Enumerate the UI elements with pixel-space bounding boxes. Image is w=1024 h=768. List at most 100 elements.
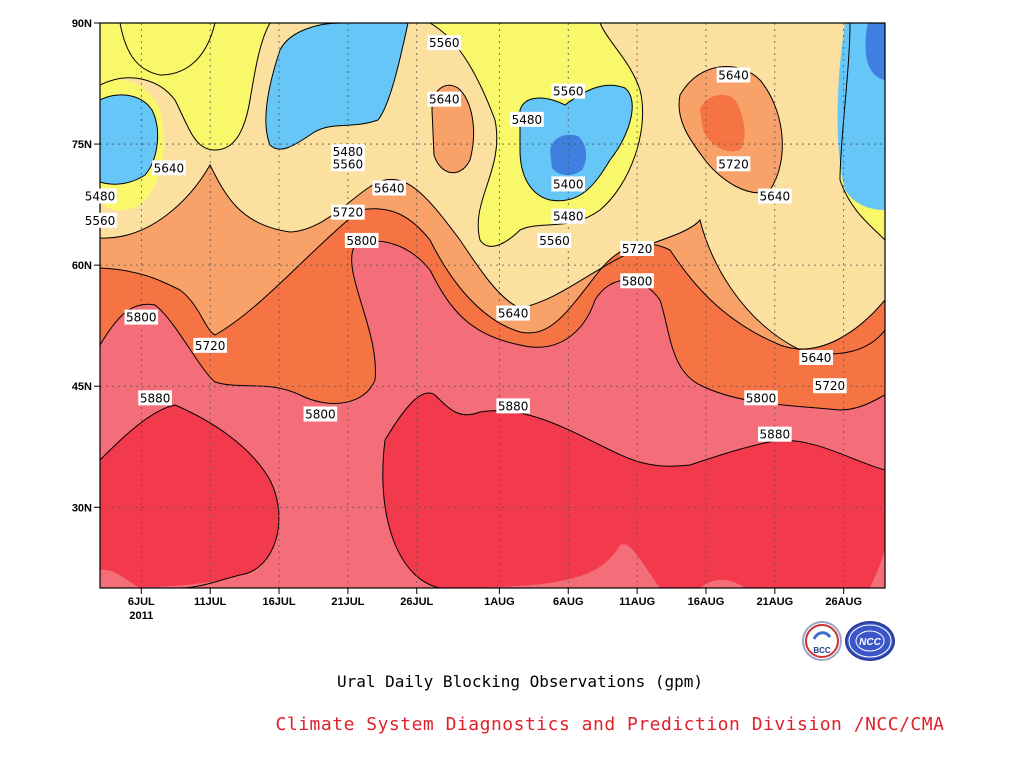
contour-label: 5720 bbox=[331, 204, 365, 220]
contour-label-text: 5640 bbox=[718, 68, 749, 82]
contour-label: 5640 bbox=[372, 180, 407, 196]
plot-frame bbox=[99, 22, 886, 589]
contour-label-text: 5560 bbox=[539, 234, 570, 248]
contour-label-bg bbox=[331, 204, 365, 220]
bcc-logo: BCC bbox=[802, 621, 842, 661]
band-5800-bottom-c bbox=[700, 579, 745, 588]
contour-label-text: 5400 bbox=[553, 177, 584, 191]
contour-label: 5560 bbox=[83, 212, 117, 228]
contour-label: 5560 bbox=[551, 83, 586, 99]
x-tick-label: 21AUG bbox=[756, 596, 793, 608]
contour-labels: 5560 5560 5640 5480 5640 5480 5640 5560 5720 5400… bbox=[83, 35, 847, 442]
contour-label-text: 5720 bbox=[622, 242, 653, 256]
contour-label-bg bbox=[799, 349, 833, 365]
x-tick-label: 6AUG bbox=[553, 596, 584, 608]
contour-label-text: 5560 bbox=[429, 36, 460, 50]
contour-label-bg bbox=[758, 426, 792, 442]
contour-label: 5480 bbox=[510, 111, 544, 127]
contour-label-bg bbox=[510, 111, 544, 127]
x-tick-label: 11AUG bbox=[619, 596, 655, 608]
y-tick-label: 45N bbox=[72, 381, 92, 393]
contour-label-bg bbox=[551, 176, 586, 192]
contour-label: 5800 bbox=[124, 309, 159, 325]
contour-label: 5480 bbox=[331, 144, 365, 160]
contour-label: 5720 bbox=[193, 337, 227, 353]
contour-label-bg bbox=[427, 91, 462, 107]
contour-label: 5640 bbox=[427, 91, 462, 107]
bcc-logo-graphic: BCC bbox=[805, 624, 839, 658]
band-5880 bbox=[100, 405, 279, 588]
band-5480 bbox=[100, 23, 885, 247]
chart-canvas: 90N 75N 60N 45N 30N 6JUL 11JUL 16JUL 21JUL 26JUL… bbox=[72, 18, 886, 622]
x-tick-label: 26AUG bbox=[825, 596, 862, 608]
contour-label-bg bbox=[551, 208, 586, 224]
contour-5560 bbox=[100, 23, 885, 247]
x-tick-label: 16AUG bbox=[688, 596, 725, 608]
contour-label-bg bbox=[537, 232, 572, 248]
contour-label: 5880 bbox=[496, 398, 530, 414]
chart-caption: Ural Daily Blocking Observations (gpm) bbox=[336, 672, 704, 691]
contour-label-bg bbox=[716, 67, 751, 83]
contour-label-text: 5640 bbox=[374, 181, 405, 195]
contour-label-text: 5800 bbox=[746, 391, 777, 405]
contour-label: 5880 bbox=[758, 426, 792, 442]
contour-label-text: 5560 bbox=[333, 157, 364, 171]
contour-label-text: 5480 bbox=[512, 113, 543, 127]
contour-label-bg bbox=[152, 160, 186, 176]
bcc-logo-text: BCC bbox=[813, 646, 831, 655]
contour-label-bg bbox=[744, 390, 778, 406]
contour-label-text: 5560 bbox=[85, 214, 116, 228]
contour-label-bg bbox=[303, 406, 338, 422]
contour-label-bg bbox=[813, 378, 847, 394]
contour-label-text: 5720 bbox=[195, 339, 226, 353]
contour-label-bg bbox=[331, 144, 365, 160]
contour-label-text: 5800 bbox=[622, 274, 653, 288]
contour-label-text: 5640 bbox=[154, 161, 185, 175]
contour-label: 5720 bbox=[716, 156, 751, 172]
contour-label: 5800 bbox=[303, 406, 338, 422]
contour-label: 5720 bbox=[620, 241, 654, 256]
contour-label-text: 5480 bbox=[553, 210, 584, 224]
contour-label: 5480 bbox=[551, 208, 586, 224]
contour-label: 5640 bbox=[758, 188, 792, 204]
contour-label-bg bbox=[372, 180, 407, 196]
contour-label: 5800 bbox=[744, 390, 778, 406]
contour-label: 5480 bbox=[83, 188, 117, 204]
contour-label: 5640 bbox=[799, 349, 833, 365]
contour-label-text: 5480 bbox=[85, 190, 116, 204]
y-tick-label: 90N bbox=[72, 18, 92, 30]
contour-label-text: 5560 bbox=[553, 85, 584, 99]
contour-label-text: 5640 bbox=[429, 93, 460, 107]
contour-label: 5800 bbox=[344, 232, 379, 248]
x-tick-label: 1AUG bbox=[484, 596, 515, 608]
contour-label-bg bbox=[620, 241, 654, 256]
credit-line: Climate System Diagnostics and Predictio… bbox=[275, 714, 945, 735]
contour-label: 5560 bbox=[427, 35, 462, 51]
x-tick-label: 21JUL bbox=[331, 596, 364, 608]
band-5800-bottom-b bbox=[210, 570, 350, 588]
contour-label-bg bbox=[124, 309, 159, 325]
contour-label-bg bbox=[138, 390, 172, 406]
contour-label: 5640 bbox=[716, 67, 751, 83]
contour-label-text: 5800 bbox=[126, 311, 157, 325]
contour-label-text: 5640 bbox=[760, 190, 791, 204]
band-5800-bottom-a bbox=[100, 569, 140, 588]
contour-5480 bbox=[100, 23, 633, 202]
contour-label-text: 5720 bbox=[718, 157, 749, 171]
y-tick-label: 60N bbox=[72, 260, 92, 272]
contour-label-text: 5720 bbox=[333, 206, 364, 220]
contour-label-bg bbox=[551, 83, 586, 99]
contour-label: 5800 bbox=[620, 273, 654, 289]
contour-label-bg bbox=[83, 188, 117, 204]
band-5640-island2 bbox=[432, 85, 474, 173]
contour-label-bg bbox=[193, 337, 227, 353]
contour-5640 bbox=[100, 163, 885, 355]
contour-label-bg bbox=[83, 212, 117, 228]
contour-label-bg bbox=[620, 273, 654, 289]
x-tick-label: 26JUL bbox=[400, 596, 433, 608]
ncc-logo: NCC bbox=[845, 621, 895, 661]
x-tick-label: 11JUL bbox=[194, 596, 227, 608]
band-below-5400-a bbox=[550, 134, 587, 176]
contour-5800 bbox=[100, 240, 885, 411]
band-5400-a bbox=[265, 23, 408, 150]
